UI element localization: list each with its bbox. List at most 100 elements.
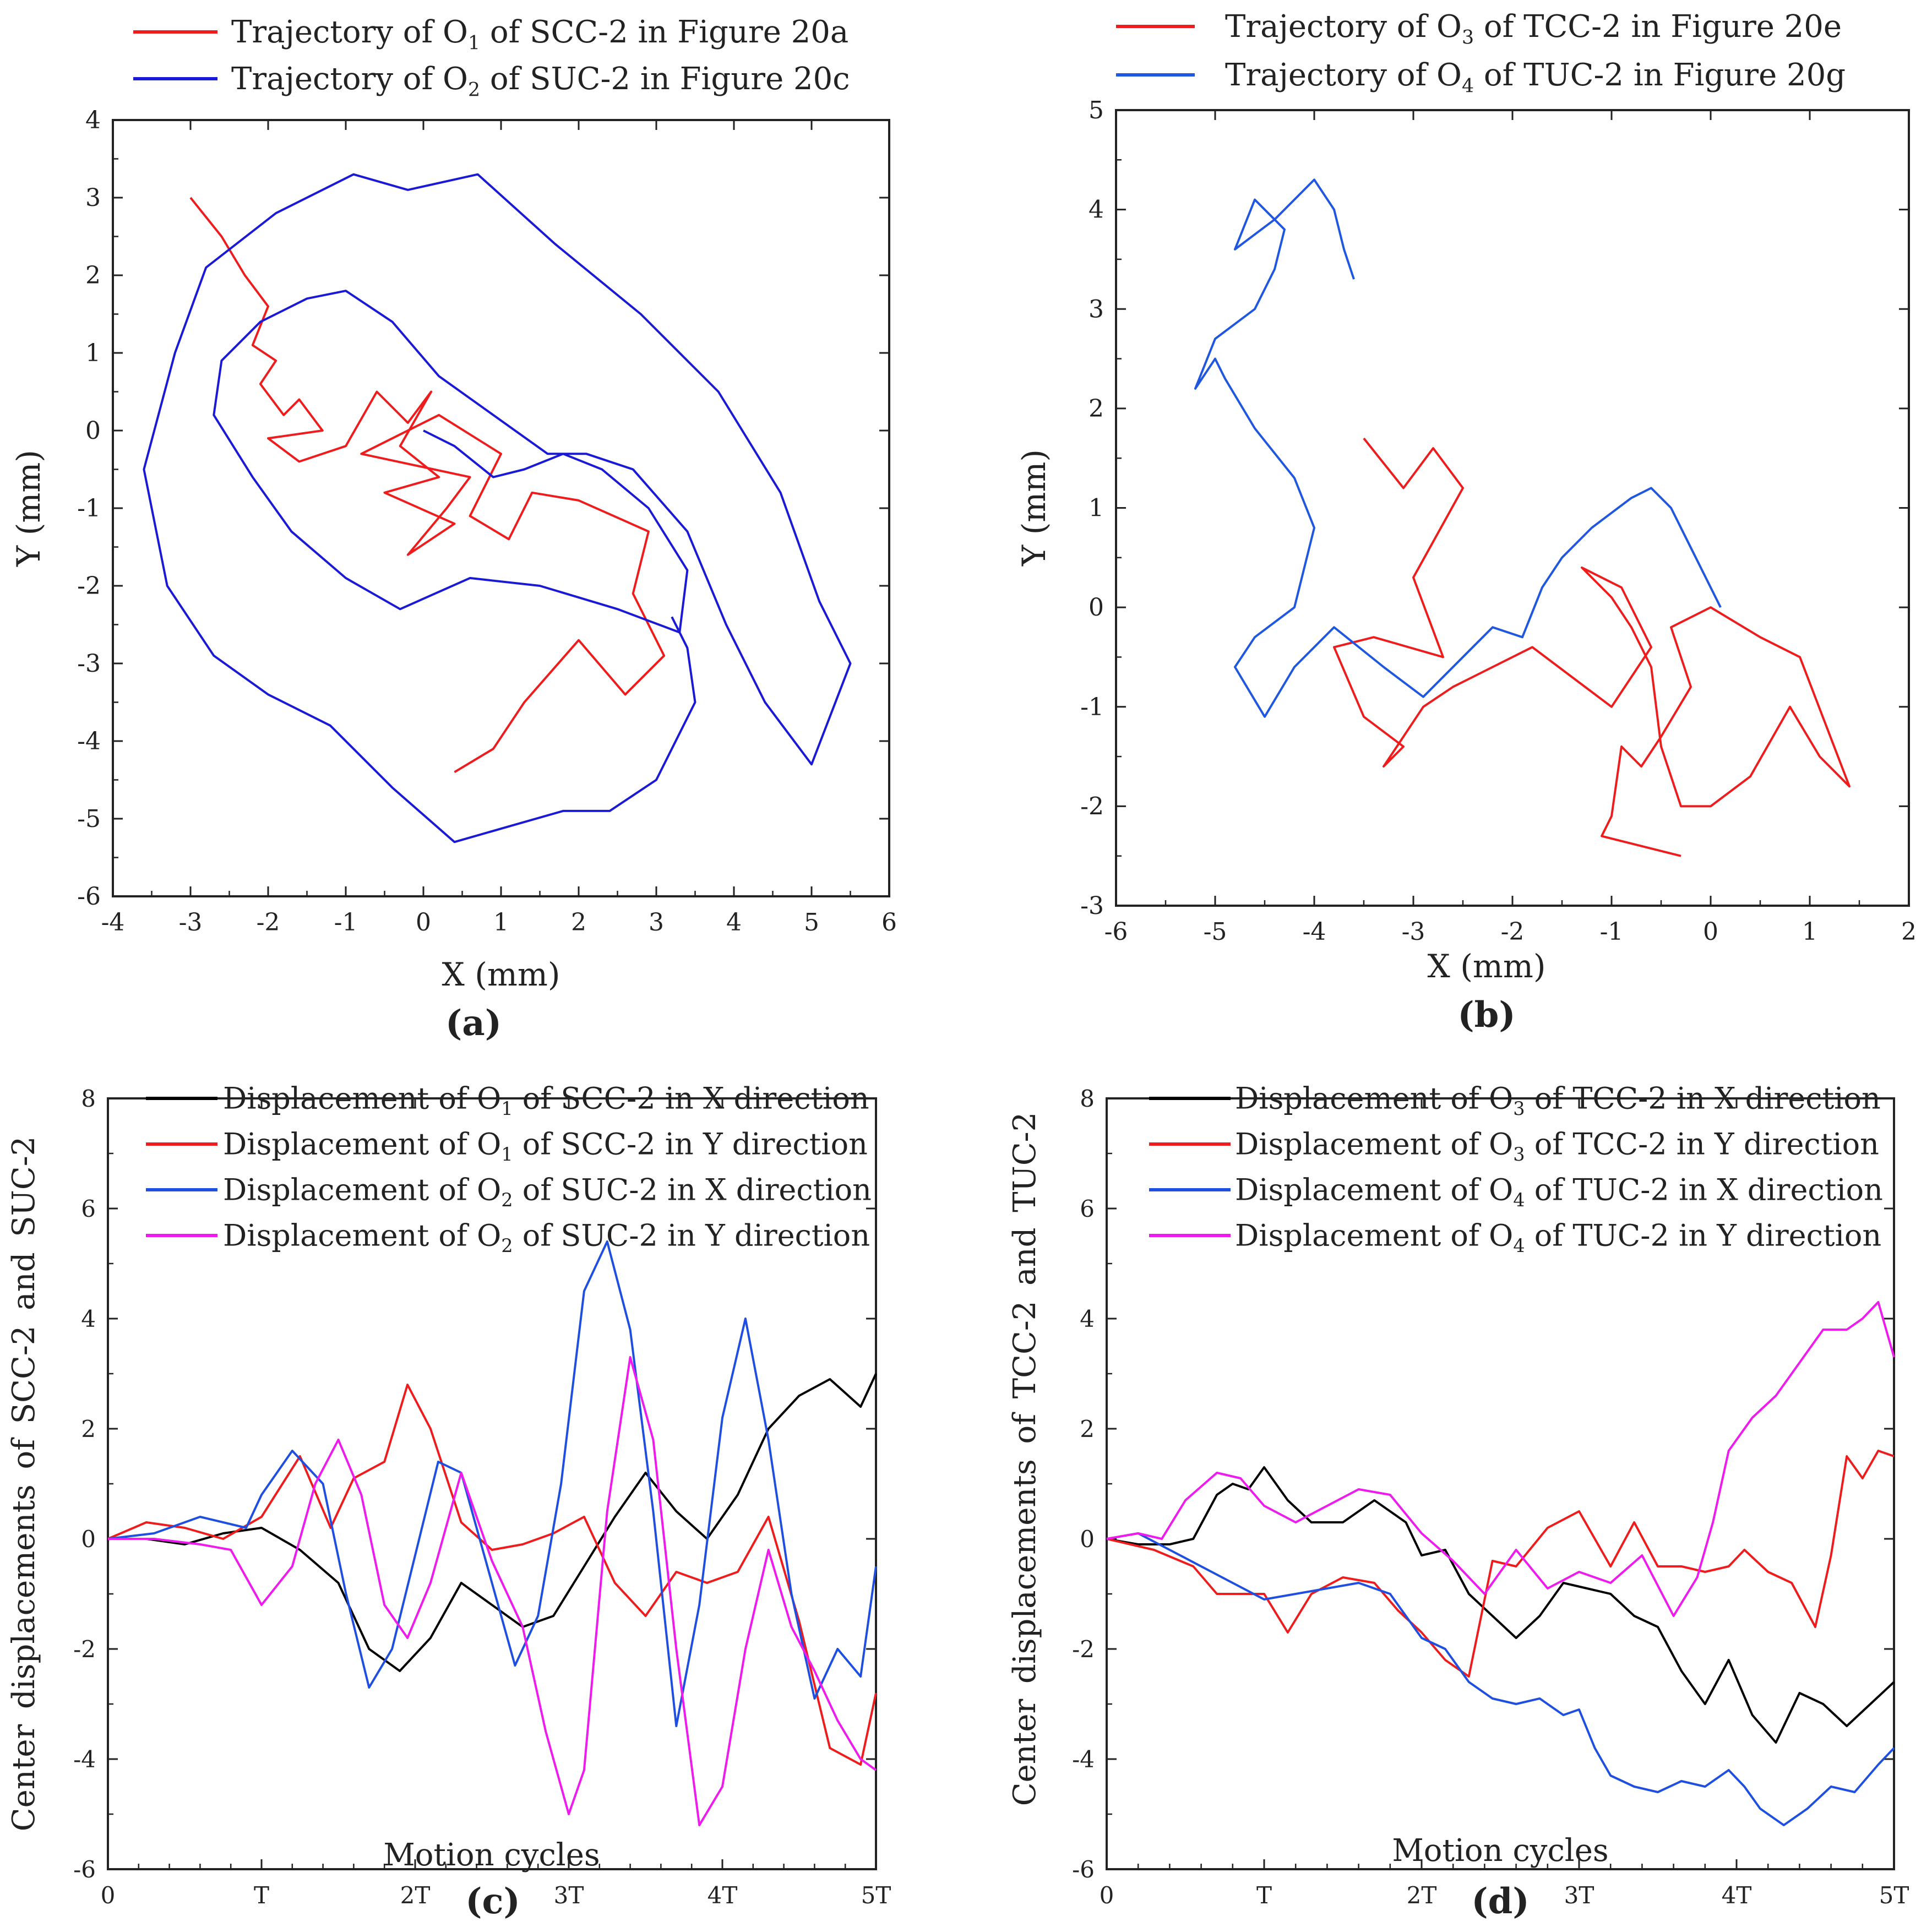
- y-tick-label: -5: [77, 805, 101, 833]
- series-line-o3-y: [1106, 1450, 1895, 1678]
- y-tick-label: -2: [1072, 1636, 1095, 1663]
- y-tick-label: -6: [77, 883, 101, 911]
- chart-panel-b: -6 -5 -4 -3 -2 -1 0 1 2 -3 -2 -1 0 1 2 3 4 5 Trajectory o…: [1015, 9, 1917, 1036]
- panel-label: (b): [1457, 994, 1515, 1036]
- x-tick-label: -5: [1204, 918, 1227, 946]
- legend-text-post: of TCC-2 in Figure 20e: [1474, 9, 1842, 45]
- y-axis-label: Center displacements of TCC-2 and TUC-2: [1007, 1112, 1043, 1806]
- legend-label: Trajectory of O4 of TUC-2 in Figure 20g: [1225, 57, 1846, 97]
- axes-b: -6 -5 -4 -3 -2 -1 0 1 2 -3 -2 -1 0 1 2 3 4 5: [1080, 96, 1917, 946]
- x-tick-label: T: [1256, 1882, 1272, 1909]
- legend-text-post: of SCC-2 in Figure 20a: [480, 14, 848, 50]
- y-tick-label: -3: [1080, 892, 1104, 920]
- y-tick-label: 8: [81, 1085, 96, 1112]
- panel-label: (a): [445, 1003, 502, 1044]
- y-tick-label: 2: [1089, 395, 1104, 423]
- legend-text-pre: Displacement of O: [1235, 1172, 1513, 1207]
- x-axis-label: X (mm): [442, 956, 560, 993]
- legend-text-sub: 3: [1513, 1144, 1525, 1165]
- legend-d: Displacement of O3 of TCC-2 in X directi…: [1149, 1081, 1883, 1256]
- legend-text-post: of TUC-2 in Y direction: [1525, 1218, 1882, 1253]
- legend-text-pre: Trajectory of O: [1225, 57, 1462, 93]
- legend-text-post: of SUC-2 in Figure 20c: [480, 61, 850, 97]
- x-tick-label: 4T: [708, 1882, 738, 1909]
- legend-text-sub: 4: [1513, 1189, 1525, 1211]
- y-tick-label: -2: [77, 572, 101, 600]
- x-tick-label: 6: [881, 908, 897, 937]
- axes-d: 0 T 2T 3T 4T 5T -6 -4 -2 0 2 4 6 8: [1072, 1085, 1909, 1909]
- y-tick-label: 1: [1089, 494, 1104, 522]
- legend-label: Displacement of O3 of TCC-2 in Y directi…: [1235, 1126, 1879, 1165]
- panel-label: (d): [1471, 1881, 1529, 1922]
- x-tick-label: 5T: [861, 1882, 891, 1909]
- x-axis-label: X (mm): [1428, 948, 1546, 985]
- legend-text-post: of TCC-2 in Y direction: [1525, 1126, 1879, 1161]
- y-tick-label: 2: [85, 262, 101, 290]
- y-tick-label: 4: [1089, 196, 1104, 224]
- series-line-o4-y: [1106, 1301, 1895, 1617]
- series-line-o4-tuc-2: [1194, 178, 1722, 718]
- y-tick-label: 3: [1089, 295, 1104, 323]
- y-tick-label: 0: [81, 1526, 96, 1553]
- plot-frame: [107, 1097, 877, 1870]
- y-tick-label: 6: [81, 1195, 96, 1222]
- x-tick-label: 2T: [400, 1882, 431, 1909]
- legend-text-sub: 1: [501, 1144, 513, 1165]
- series-a: [143, 173, 852, 843]
- y-tick-label: 5: [1089, 96, 1104, 124]
- legend-text-sub: 2: [501, 1189, 513, 1211]
- x-tick-label: 2T: [1407, 1882, 1437, 1909]
- y-tick-label: 4: [1080, 1305, 1095, 1332]
- legend-text-pre: Trajectory of O: [231, 14, 468, 50]
- y-tick-label: 4: [85, 106, 101, 134]
- x-tick-label: -4: [1303, 918, 1326, 946]
- series-line-o2-suc-2: [143, 173, 852, 843]
- legend-label: Trajectory of O3 of TCC-2 in Figure 20e: [1225, 9, 1842, 48]
- x-tick-label: 0: [1100, 1882, 1114, 1909]
- legend-c: Displacement of O1 of SCC-2 in X directi…: [146, 1081, 872, 1256]
- x-tick-label: 0: [1703, 918, 1718, 946]
- series-line-o3-tcc-2: [1333, 437, 1851, 857]
- legend-text-pre: Displacement of O: [1235, 1126, 1513, 1161]
- legend-text-sub: 3: [1462, 26, 1474, 48]
- x-tick-label: -1: [1600, 918, 1624, 946]
- legend-text-pre: Displacement of O: [1235, 1081, 1513, 1115]
- legend-text-sub: 3: [1513, 1098, 1525, 1119]
- series-d: [1106, 1301, 1895, 1826]
- y-tick-label: 0: [85, 417, 101, 445]
- y-tick-label: 1: [85, 339, 101, 367]
- legend-text-post: of TUC-2 in X direction: [1525, 1172, 1883, 1207]
- series-line-o4-x: [1106, 1532, 1895, 1826]
- x-tick-label: 5T: [1879, 1882, 1909, 1909]
- legend-label: Displacement of O1 of SCC-2 in Y directi…: [223, 1126, 868, 1165]
- y-tick-label: -2: [73, 1636, 96, 1663]
- y-tick-label: -4: [1072, 1746, 1095, 1773]
- x-tick-label: T: [254, 1882, 269, 1909]
- series-line-o2-y: [108, 1356, 877, 1826]
- plot-frame: [1115, 109, 1910, 907]
- plot-frame: [1106, 1097, 1895, 1870]
- series-line-o3-x: [1106, 1466, 1895, 1744]
- legend-b: Trajectory of O3 of TCC-2 in Figure 20eT…: [1116, 9, 1846, 97]
- series-line-o1-scc-2: [189, 197, 666, 774]
- x-tick-label: 1: [493, 908, 509, 937]
- x-tick-label: 2: [1901, 918, 1917, 946]
- x-tick-label: 3: [649, 908, 664, 937]
- legend-text-sub: 1: [468, 32, 480, 54]
- legend-label: Displacement of O3 of TCC-2 in X directi…: [1235, 1081, 1881, 1119]
- chart-panel-a: -4 -3 -2 -1 0 1 2 3 4 5 6 -6 -5 -4 -3 -2 -1 0 1 2 3 4 Traject…: [10, 14, 897, 1044]
- y-tick-label: 8: [1080, 1085, 1095, 1112]
- legend-text-pre: Trajectory of O: [1225, 9, 1462, 45]
- x-tick-label: 5: [804, 908, 819, 937]
- y-axis-label: Y (mm): [10, 450, 47, 567]
- legend-text-post: of TUC-2 in Figure 20g: [1474, 57, 1846, 93]
- legend-text-pre: Displacement of O: [223, 1081, 501, 1115]
- legend-text-post: of SCC-2 in Y direction: [513, 1126, 868, 1161]
- x-tick-label: 3T: [554, 1882, 584, 1909]
- x-tick-label: 0: [101, 1882, 116, 1909]
- legend-text-pre: Trajectory of O: [231, 61, 468, 97]
- y-tick-label: -1: [77, 494, 101, 522]
- y-tick-label: -4: [77, 727, 101, 755]
